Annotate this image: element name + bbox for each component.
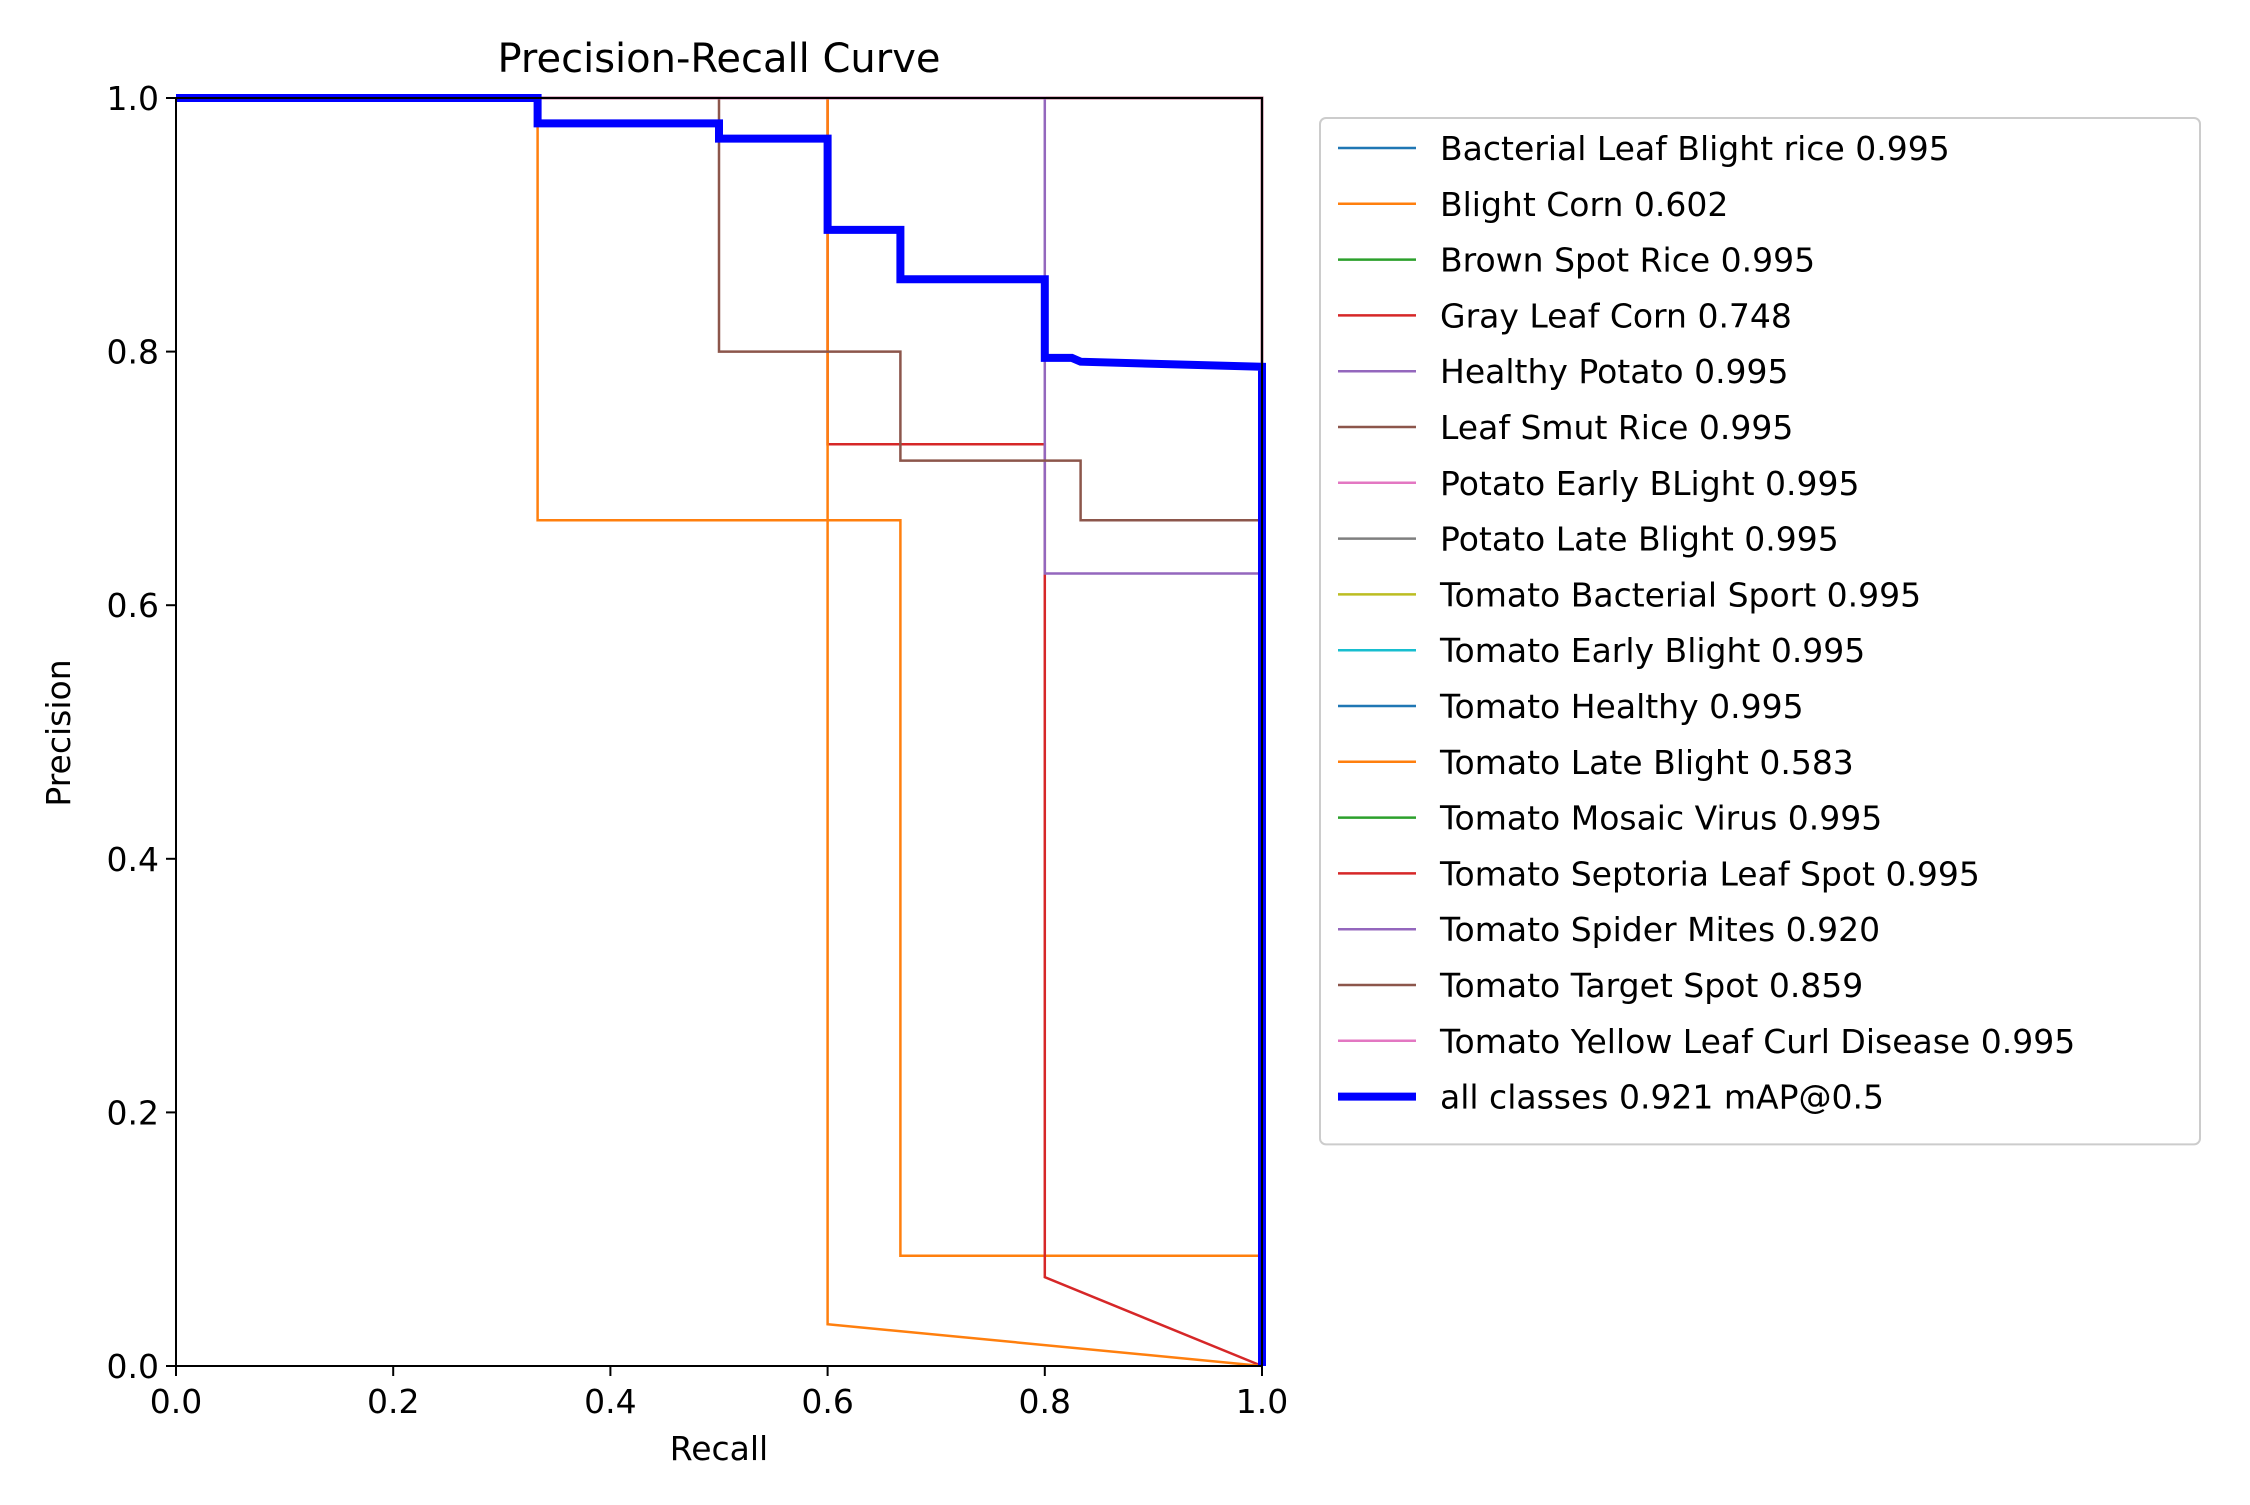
legend-label: Bacterial Leaf Blight rice 0.995 bbox=[1440, 129, 1950, 168]
y-tick-label: 0.4 bbox=[107, 840, 159, 879]
legend: Bacterial Leaf Blight rice 0.995 Blight C… bbox=[1319, 117, 2201, 1146]
y-tick-label: 0.8 bbox=[107, 333, 159, 372]
legend-label: Healthy Potato 0.995 bbox=[1440, 352, 1789, 391]
legend-label: Tomato Healthy 0.995 bbox=[1439, 687, 1804, 726]
x-tick-label: 0.6 bbox=[801, 1382, 853, 1421]
chart-title: Precision-Recall Curve bbox=[498, 36, 941, 82]
legend-label: Leaf Smut Rice 0.995 bbox=[1440, 408, 1793, 447]
plot-frame bbox=[175, 97, 1263, 1367]
legend-label: Gray Leaf Corn 0.748 bbox=[1440, 296, 1792, 335]
legend-label: Potato Early BLight 0.995 bbox=[1440, 464, 1859, 503]
legend-label: Brown Spot Rice 0.995 bbox=[1440, 241, 1815, 280]
legend-label: Tomato Target Spot 0.859 bbox=[1439, 966, 1863, 1005]
legend-label: Tomato Early Blight 0.995 bbox=[1439, 631, 1865, 670]
legend-label: Tomato Late Blight 0.583 bbox=[1439, 743, 1854, 782]
x-tick-label: 0.8 bbox=[1019, 1382, 1071, 1421]
y-tick-label: 0.0 bbox=[107, 1347, 159, 1386]
legend-label: Tomato Spider Mites 0.920 bbox=[1439, 910, 1880, 949]
series-line-17 bbox=[176, 94, 1266, 1366]
legend-frame bbox=[1319, 117, 2201, 1146]
y-axis-ticks: 0.0 0.2 0.4 0.6 0.8 1.0 bbox=[107, 79, 176, 1386]
legend-label: Blight Corn 0.602 bbox=[1440, 185, 1728, 224]
plot-series-group bbox=[176, 94, 1266, 1368]
legend-label: Tomato Bacterial Sport 0.995 bbox=[1439, 575, 1921, 614]
x-axis-label: Recall bbox=[670, 1429, 768, 1468]
y-tick-label: 1.0 bbox=[107, 79, 159, 118]
x-tick-label: 0.2 bbox=[367, 1382, 419, 1421]
legend-label: Potato Late Blight 0.995 bbox=[1440, 520, 1839, 559]
legend-label: Tomato Yellow Leaf Curl Disease 0.995 bbox=[1439, 1022, 2075, 1061]
series-line-15 bbox=[176, 96, 1264, 1366]
y-tick-label: 0.2 bbox=[107, 1093, 159, 1132]
x-axis-ticks: 0.0 0.2 0.4 0.6 0.8 1.0 bbox=[150, 1366, 1288, 1421]
x-tick-label: 1.0 bbox=[1236, 1382, 1288, 1421]
x-tick-label: 0.0 bbox=[150, 1382, 202, 1421]
y-tick-label: 0.6 bbox=[107, 586, 159, 625]
legend-label: Tomato Septoria Leaf Spot 0.995 bbox=[1439, 854, 1980, 893]
legend-label: Tomato Mosaic Virus 0.995 bbox=[1439, 799, 1882, 838]
x-tick-label: 0.4 bbox=[584, 1382, 636, 1421]
y-axis-label: Precision bbox=[39, 659, 78, 806]
legend-label: all classes 0.921 mAP@0.5 bbox=[1440, 1078, 1884, 1117]
